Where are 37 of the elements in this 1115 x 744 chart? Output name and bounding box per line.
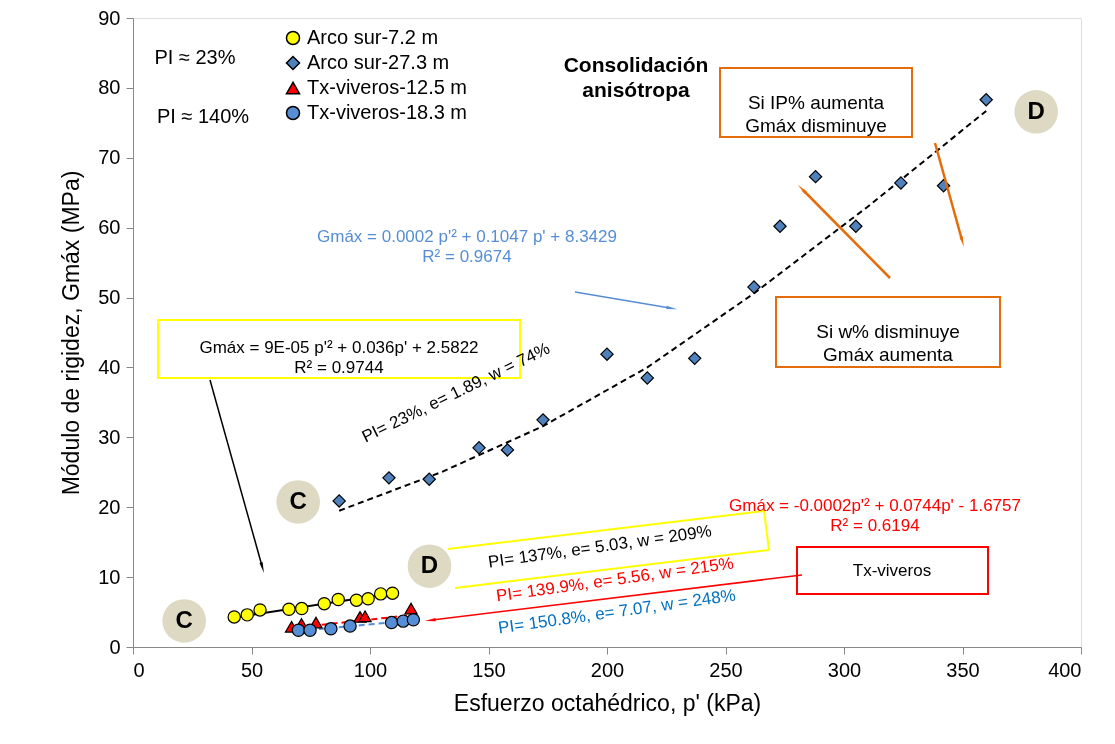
x-tick-label: 150 [472, 658, 506, 681]
legend-label: Tx-viveros-12.5 m [307, 76, 468, 98]
annotation: D [1027, 96, 1045, 124]
text: Consolidación anisótropa [563, 53, 709, 102]
y-tick-label: 30 [98, 425, 121, 448]
y-tick-label: 80 [98, 76, 121, 99]
y-axis-title: Módulo de rigidez, Gmáx (MPa) [58, 170, 85, 496]
y-tick-label: 20 [98, 495, 121, 518]
x-tick-label: 350 [946, 658, 980, 681]
x-tick-label: 400 [1048, 658, 1082, 681]
y-tick-label: 60 [98, 216, 121, 239]
y-tick-label: 70 [98, 146, 121, 169]
x-tick-label: 100 [353, 658, 388, 681]
annotation: Gmáx = 0.0002 p'² + 0.1047 p' + 8.3429 R² = 0.9674 [317, 227, 617, 267]
y-tick-label: 40 [98, 355, 121, 378]
legend-label: Arco sur-7.2 m [307, 26, 439, 48]
annotation: PI ≈ 23% [154, 46, 236, 68]
x-axis-title: Esfuerzo octahédrico, p' (kPa) [453, 689, 762, 716]
y-tick-label: 50 [98, 286, 121, 309]
annotation: Si w% disminuye Gmáx aumenta [816, 321, 960, 365]
y-tick-label: 10 [98, 565, 121, 588]
y-tick-label: 90 [98, 6, 121, 29]
annotation: Tx-viveros [852, 561, 932, 580]
legend-label: Arco sur-27.3 m [307, 51, 450, 73]
x-tick-label: 0 [133, 658, 145, 681]
annotation: C [175, 605, 193, 633]
x-tick-label: 200 [590, 658, 625, 681]
y-tick-label: 0 [109, 635, 121, 658]
annotation: Si IP% aumenta Gmáx disminuye [745, 92, 887, 136]
annotation: D [420, 551, 439, 579]
annotation: Gmáx = -0.0002p'² + 0.0744p' - 1.6757 R² = 0.6194 [729, 496, 1021, 536]
annotation: PI ≈ 140% [156, 105, 250, 127]
x-tick-label: 300 [827, 658, 862, 681]
legend-label: Tx-viveros-18.3 m [307, 101, 468, 123]
x-tick-label: 250 [709, 658, 743, 681]
annotation: C [289, 486, 307, 514]
x-tick-label: 50 [240, 658, 264, 681]
